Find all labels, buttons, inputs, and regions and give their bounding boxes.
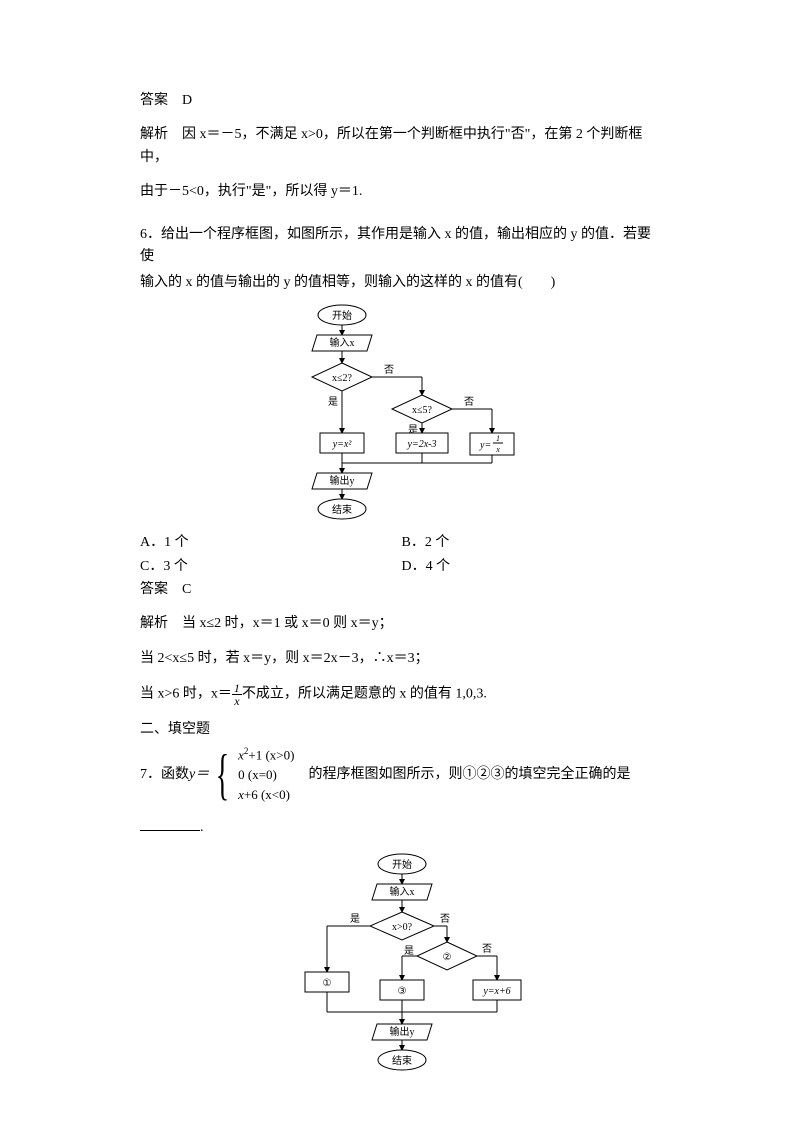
fc-no: 否 bbox=[464, 396, 474, 408]
fraction-den: x bbox=[232, 695, 242, 707]
analysis-5-line1: 解析 因 x＝－5，不满足 x>0，所以在第一个判断框中执行"否"，在第 2 个… bbox=[140, 124, 663, 169]
answer-label: 答案 bbox=[140, 582, 168, 597]
q7-blank-line: . bbox=[140, 816, 663, 839]
flowchart-q7: 开始 输入x x>0? 是 否 ② 是 否 ① ③ y=x+ bbox=[272, 852, 532, 1082]
analysis-5-line2: 由于－5<0，执行"是"，所以得 y＝1. bbox=[140, 181, 663, 203]
case2: 0 (x=0) bbox=[238, 765, 294, 785]
fc-input: 输入x bbox=[389, 885, 414, 898]
q6-line2: 输入的 x 的值与输出的 y 的值相等，则输入的这样的 x 的值有( ) bbox=[140, 272, 663, 294]
fc-no: 否 bbox=[384, 364, 394, 376]
fc-start: 开始 bbox=[332, 309, 352, 322]
option-d: D．4 个 bbox=[402, 555, 664, 575]
fc-box3-lhs: y= bbox=[479, 440, 491, 451]
question-number: 7． bbox=[140, 764, 161, 786]
fill-blank bbox=[140, 816, 200, 831]
fc-cond2: x≤5? bbox=[412, 405, 432, 416]
section-2-heading: 二、填空题 bbox=[140, 719, 663, 741]
analysis-text-b: 不成立，所以满足题意的 x 的值有 1,0,3. bbox=[242, 687, 487, 702]
fc-box1: ① bbox=[322, 978, 331, 989]
analysis-label: 解析 bbox=[140, 616, 168, 631]
fraction-num: 1 bbox=[232, 682, 242, 695]
answer-5: 答案 D bbox=[140, 90, 663, 112]
fc-box3: y=x+6 bbox=[482, 986, 510, 997]
fc-box2: ③ bbox=[397, 986, 406, 997]
fc-no: 否 bbox=[440, 913, 450, 925]
question-tail: 的程序框图如图所示，则①②③的填空完全正确的是 bbox=[308, 764, 630, 786]
analysis-6-line2: 当 2<x≤5 时，若 x＝y，则 x＝2x－3，∴x＝3； bbox=[140, 648, 663, 670]
fc-cond2: ② bbox=[442, 952, 451, 963]
fc-box3-den: x bbox=[495, 445, 500, 454]
question-lead: 函数 bbox=[161, 764, 189, 786]
fc-box2: y=2x-3 bbox=[406, 439, 436, 450]
analysis-text: 当 2<x≤5 时，若 x＝y，则 x＝2x－3，∴x＝3； bbox=[140, 651, 429, 666]
fc-cond1: x≤2? bbox=[332, 373, 352, 384]
case3-rest: +6 (x<0) bbox=[244, 787, 290, 802]
q6-line1: 6．给出一个程序框图，如图所示，其作用是输入 x 的值，输出相应的 y 的值．若… bbox=[140, 224, 663, 269]
q6-options-row1: A．1 个 B．2 个 bbox=[140, 531, 663, 551]
fc-end: 结束 bbox=[392, 1054, 412, 1067]
option-a: A．1 个 bbox=[140, 531, 402, 551]
fc-start: 开始 bbox=[392, 858, 412, 871]
y-equals: y＝ bbox=[189, 764, 209, 786]
fraction: 1x bbox=[232, 682, 242, 707]
fc-box3-num: 1 bbox=[496, 434, 500, 443]
fc-input: 输入x bbox=[329, 336, 354, 349]
analysis-6-line1: 解析 当 x≤2 时，x＝1 或 x＝0 则 x＝y； bbox=[140, 613, 663, 635]
analysis-text: 由于－5<0，执行"是"，所以得 y＝1. bbox=[140, 184, 362, 199]
fc-yes: 是 bbox=[328, 396, 338, 408]
fc-output: 输出y bbox=[389, 1025, 414, 1038]
piecewise-function: { x2+1 (x>0) 0 (x=0) x+6 (x<0) bbox=[209, 745, 294, 804]
q6-options-row2: C．3 个 D．4 个 bbox=[140, 555, 663, 575]
answer-value: C bbox=[182, 582, 191, 597]
question-text: 给出一个程序框图，如图所示，其作用是输入 x 的值，输出相应的 y 的值．若要使 bbox=[140, 227, 651, 264]
analysis-6-line3: 当 x>6 时，x＝1x不成立，所以满足题意的 x 的值有 1,0,3. bbox=[140, 682, 663, 707]
answer-value: D bbox=[182, 93, 192, 108]
analysis-text: 因 x＝－5，不满足 x>0，所以在第一个判断框中执行"否"，在第 2 个判断框… bbox=[140, 127, 642, 164]
option-b: B．2 个 bbox=[402, 531, 664, 551]
analysis-text: 当 x≤2 时，x＝1 或 x＝0 则 x＝y； bbox=[182, 616, 393, 631]
fc-end: 结束 bbox=[332, 503, 352, 516]
answer-label: 答案 bbox=[140, 93, 168, 108]
question-text: 输入的 x 的值与输出的 y 的值相等，则输入的这样的 x 的值有( ) bbox=[140, 275, 555, 290]
q7-line: 7． 函数 y＝ { x2+1 (x>0) 0 (x=0) x+6 (x<0) … bbox=[140, 745, 663, 804]
fc-output: 输出y bbox=[329, 474, 354, 487]
case1-rest: +1 (x>0) bbox=[248, 748, 294, 763]
fc-no: 否 bbox=[482, 943, 492, 955]
analysis-text-a: 当 x>6 时，x＝ bbox=[140, 687, 232, 702]
answer-6: 答案 C bbox=[140, 579, 663, 601]
flowchart-q6: 开始 输入x x≤2? 否 x≤5? 是 是 否 y=x² y=2x-3 y= bbox=[262, 303, 542, 523]
option-c: C．3 个 bbox=[140, 555, 402, 575]
period: . bbox=[200, 820, 204, 835]
fc-cond1: x>0? bbox=[391, 922, 412, 933]
analysis-label: 解析 bbox=[140, 127, 168, 142]
brace-icon: { bbox=[216, 747, 229, 803]
fc-yes: 是 bbox=[404, 945, 414, 957]
fc-yes: 是 bbox=[350, 913, 360, 925]
question-number: 6． bbox=[140, 227, 161, 242]
fc-box1: y=x² bbox=[331, 439, 352, 450]
